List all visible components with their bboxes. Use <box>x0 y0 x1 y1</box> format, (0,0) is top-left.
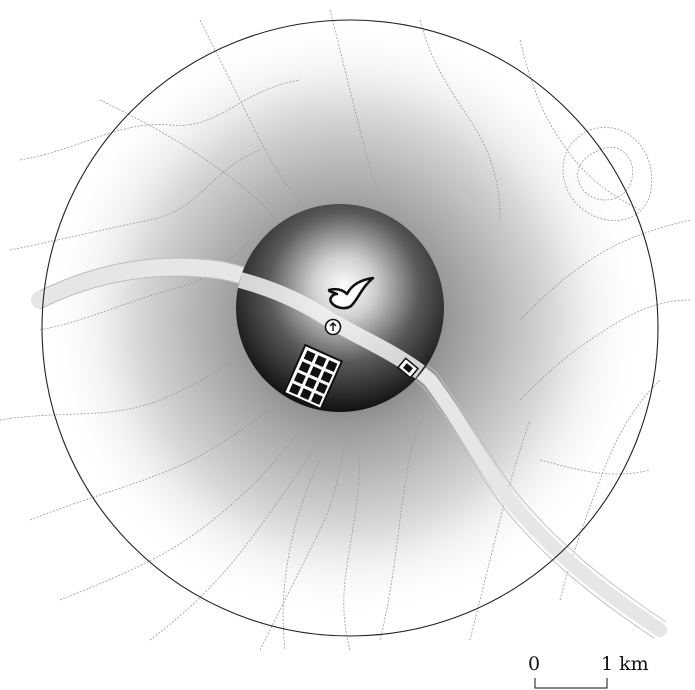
scale-bar <box>534 678 608 689</box>
bird-icon <box>327 276 375 310</box>
arrow-up-circle-icon <box>324 318 342 336</box>
contour-lines <box>0 9 691 651</box>
junction-marker <box>396 357 420 379</box>
scale-end-label: 1 km <box>601 653 649 675</box>
grid-settlement-icon <box>282 343 344 411</box>
scale-start-label: 0 <box>528 653 541 675</box>
territory-boundary <box>41 19 659 637</box>
